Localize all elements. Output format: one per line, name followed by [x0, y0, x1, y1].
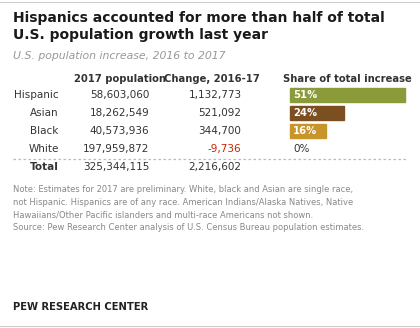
Text: Source: Pew Research Center analysis of U.S. Census Bureau population estimates.: Source: Pew Research Center analysis of …	[13, 223, 364, 232]
Text: Change, 2016-17: Change, 2016-17	[164, 74, 260, 84]
Text: 344,700: 344,700	[199, 126, 242, 136]
Text: 0%: 0%	[293, 144, 310, 154]
Text: PEW RESEARCH CENTER: PEW RESEARCH CENTER	[13, 302, 148, 312]
Text: Total: Total	[30, 162, 59, 172]
Text: 521,092: 521,092	[199, 108, 242, 118]
Text: Hispanics accounted for more than half of total
U.S. population growth last year: Hispanics accounted for more than half o…	[13, 11, 384, 42]
Text: -9,736: -9,736	[208, 144, 242, 154]
Text: 24%: 24%	[293, 108, 317, 118]
Text: 1,132,773: 1,132,773	[189, 90, 242, 100]
Text: White: White	[29, 144, 59, 154]
Text: Black: Black	[30, 126, 59, 136]
Text: Hawaiians/Other Pacific islanders and multi-race Americans not shown.: Hawaiians/Other Pacific islanders and mu…	[13, 210, 313, 219]
Text: not Hispanic. Hispanics are of any race. American Indians/Alaska Natives, Native: not Hispanic. Hispanics are of any race.…	[13, 198, 353, 207]
Text: 58,603,060: 58,603,060	[90, 90, 149, 100]
Text: 197,959,872: 197,959,872	[83, 144, 149, 154]
Text: 325,344,115: 325,344,115	[83, 162, 149, 172]
Text: Note: Estimates for 2017 are preliminary. White, black and Asian are single race: Note: Estimates for 2017 are preliminary…	[13, 185, 353, 194]
Text: 2017 population: 2017 population	[74, 74, 166, 84]
Text: Asian: Asian	[30, 108, 59, 118]
Text: 16%: 16%	[293, 126, 318, 136]
Text: 18,262,549: 18,262,549	[89, 108, 149, 118]
Text: Share of total increase: Share of total increase	[283, 74, 412, 84]
Text: 2,216,602: 2,216,602	[189, 162, 242, 172]
Text: Hispanic: Hispanic	[14, 90, 59, 100]
Text: 51%: 51%	[293, 90, 318, 100]
Text: 40,573,936: 40,573,936	[89, 126, 149, 136]
Text: U.S. population increase, 2016 to 2017: U.S. population increase, 2016 to 2017	[13, 51, 225, 61]
